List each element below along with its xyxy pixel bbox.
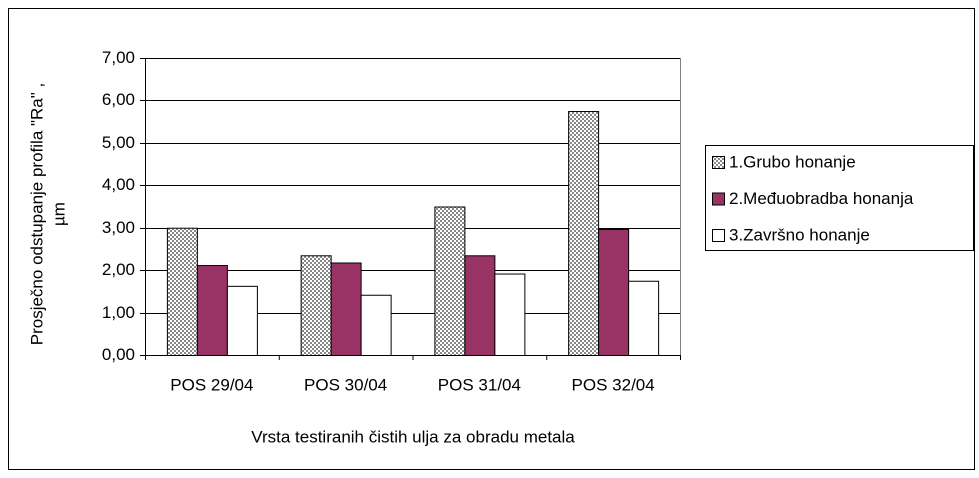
y-tick-label: 0,00 [102, 345, 135, 364]
bar [300, 255, 332, 357]
bar [196, 265, 228, 356]
bar [568, 111, 600, 356]
x-tick-label: POS 29/04 [170, 375, 253, 394]
legend-label: 1.Grubo honanje [729, 152, 856, 171]
y-tick-label: 4,00 [102, 175, 135, 194]
x-tick-label: POS 31/04 [438, 375, 521, 394]
legend-swatch [712, 192, 725, 206]
legend [705, 145, 974, 251]
bar [166, 227, 198, 356]
y-tick-label: 5,00 [102, 133, 135, 152]
bar [464, 255, 496, 357]
legend-label: 3.Završno honanje [729, 225, 870, 244]
y-axis-label: Prosječno odstupanje profila "Ra" , [27, 83, 46, 346]
y-tick-label: 7,00 [102, 48, 135, 67]
bar [628, 280, 660, 356]
legend-swatch [712, 229, 725, 242]
y-tick-label: 3,00 [102, 218, 135, 237]
x-axis-label: Vrsta testiranih čistih ulja za obradu m… [251, 427, 575, 446]
legend-swatch [712, 156, 725, 169]
bar [226, 285, 258, 356]
bar [330, 262, 362, 356]
x-tick-label: POS 32/04 [572, 375, 655, 394]
bar [494, 273, 526, 356]
y-axis-label: µm [49, 202, 68, 226]
y-tick-label: 6,00 [102, 90, 135, 109]
bar [434, 206, 466, 356]
y-tick-label: 2,00 [102, 260, 135, 279]
bar [598, 228, 630, 356]
bar [360, 294, 392, 357]
x-tick-label: POS 30/04 [304, 375, 387, 394]
legend-label: 2.Međuobradba honanja [729, 189, 914, 208]
y-tick-label: 1,00 [102, 303, 135, 322]
